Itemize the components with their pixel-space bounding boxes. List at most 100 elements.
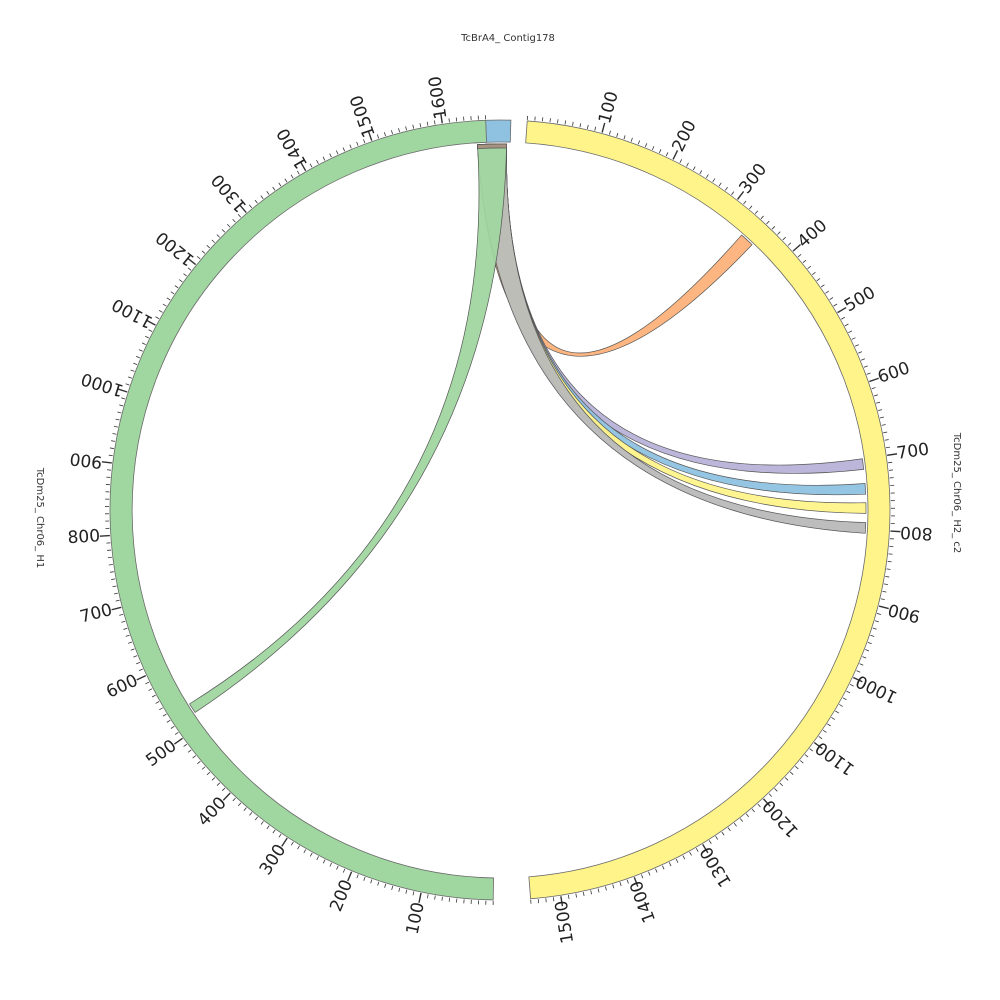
tick-h1-660 [125,634,130,637]
tick-h1-1350 [272,186,276,191]
tick-h2-1500 [560,896,564,907]
tick-h1-1440 [329,153,332,158]
tick-h2-500 [837,306,847,314]
tick-h2-390 [787,242,792,246]
tick-h1-220 [336,865,339,870]
tick-h2-340 [760,215,764,220]
tick-h1-1560 [412,124,415,129]
tick-h2-440 [812,271,816,276]
tick-h1-450 [201,766,206,770]
tick-label-h1-800: 800 [67,526,101,548]
tick-h2-1330 [682,855,686,860]
tick-h1-420 [216,782,221,786]
tick-h1-1200 [187,257,197,266]
tick-h2-150 [637,140,641,145]
tick-h1-1490 [363,139,366,144]
tick-h1-750 [109,571,114,573]
tick-h1-310 [278,833,282,838]
tick-h1-1450 [335,150,339,155]
tick-h2-880 [882,590,887,593]
tick-h1-1590 [434,120,436,125]
tick-h1-590 [145,681,150,685]
tick-h1-490 [183,743,188,747]
tick-h2-310 [743,200,747,205]
tick-h1-670 [123,627,128,630]
tick-h2-1100 [813,742,823,750]
tick-h2-330 [754,210,759,215]
tick-h2-580 [863,365,868,368]
tick-h2-140 [630,137,633,142]
tick-h1-1080 [145,335,150,339]
tick-h2-290 [731,191,735,196]
tick-h1-260 [309,852,313,857]
tick-h1-510 [174,731,179,735]
tick-label-h1-200: 200 [326,877,357,915]
tick-h1-1180 [183,273,187,277]
tick-h1-1070 [141,342,146,345]
tick-label-h1-1100: 1100 [109,294,157,332]
tick-label-h2-400: 400 [794,216,832,252]
tick-h2-930 [872,627,877,630]
tick-h1-1280 [232,218,236,223]
tick-h2-380 [782,236,786,241]
tick-h2-1050 [835,710,840,714]
tick-h1-940 [112,433,117,435]
tick-h1-100 [418,892,422,903]
tick-h1-690 [119,613,124,616]
tick-h2-170 [651,146,655,151]
tick-h1-620 [136,661,141,665]
tick-h2-1060 [831,717,836,720]
tick-h1-330 [266,825,270,830]
tick-h2-690 [885,446,891,449]
tick-h2-1390 [641,874,644,879]
tick-h1-1020 [127,376,133,379]
tick-h1-1300 [239,204,247,213]
tick-label-h2-1400: 1400 [626,878,660,926]
tick-h2-270 [718,182,722,187]
tick-h2-530 [848,330,853,333]
tick-h1-350 [254,816,258,821]
tick-h1-1480 [356,141,359,146]
tick-h1-90 [427,894,429,899]
tick-h2-1480 [575,893,577,898]
tick-h1-1380 [290,174,294,179]
tick-h1-1430 [322,156,326,161]
tick-h2-1440 [605,886,607,891]
tick-h1-680 [121,620,126,623]
tick-h1-700 [111,606,122,611]
link-source-band [477,143,507,150]
tick-h2-60 [572,121,574,126]
tick-h2-1040 [839,704,843,707]
tick-h1-1110 [155,316,160,320]
tick-h2-70 [579,123,582,128]
tick-h2-960 [865,649,870,652]
tick-h2-1420 [619,882,622,887]
tick-h1-1050 [135,355,140,359]
tick-h1-1090 [148,329,153,332]
tick-h2-1490 [567,894,570,899]
tick-h1-1500 [367,130,373,141]
segments-layer [109,119,891,901]
tick-h2-1320 [689,851,692,856]
tick-h2-620 [873,394,878,397]
sequence-name-h2: TcDm25_ Chr06_ H2_ c2 [951,432,962,554]
tick-h1-1230 [206,245,211,249]
tick-label-h2-1000: 1000 [853,670,901,707]
tick-h1-1030 [130,369,135,372]
tick-h1-230 [329,862,332,867]
tick-h2-680 [884,439,889,441]
tick-label-h1-1200: 1200 [152,227,198,270]
tick-h2-1190 [768,793,773,797]
tick-label-h2-300: 300 [736,160,772,198]
tick-h1-560 [155,701,160,704]
tick-h1-250 [316,856,319,861]
tick-h2-890 [880,598,885,601]
tick-label-h1-600: 600 [103,671,141,703]
tick-h2-870 [883,583,888,585]
tick-h1-1260 [221,229,226,233]
tick-label-h2-600: 600 [875,358,912,388]
tick-h1-1130 [162,303,167,307]
tick-h1-1290 [237,214,242,218]
tick-h2-420 [802,259,807,264]
tick-h1-480 [187,749,192,753]
